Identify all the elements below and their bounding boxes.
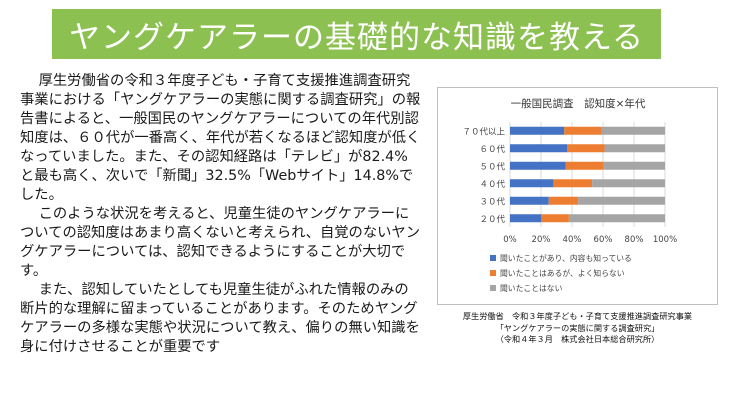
bar-segment: [510, 214, 541, 223]
bar-segment: [578, 196, 665, 205]
bar-segment: [510, 179, 554, 188]
paragraph-1: 厚生労働省の令和３年度子ども・子育て支援推進調査研究事業における「ヤングケアラー…: [20, 73, 421, 203]
bar-segment: [592, 179, 665, 188]
bar-segment: [510, 161, 566, 170]
bar-segment: [601, 126, 665, 135]
legend-label: 聞いたことはあるが、よく知らない: [500, 268, 625, 278]
bar-segment: [553, 179, 593, 188]
y-category-label: ５０代: [479, 161, 505, 172]
body-text: 厚生労働省の令和３年度子ども・子育て支援推進調査研究事業における「ヤングケアラー…: [20, 72, 422, 357]
chart-title: 一般国民調査 認知度×年代: [511, 97, 646, 110]
paragraph-2: このような状況を考えると、児童生徒のヤングケアラーについての認知度はあまり高くな…: [20, 206, 421, 279]
source-line: 「ヤングケアラーの実態に関する調査研究」: [495, 322, 660, 333]
source-line: 厚生労働省 令和３年度子ども・子育て支援推進調査研究事業: [462, 311, 693, 321]
x-tick-label: 80%: [625, 235, 644, 245]
x-tick-label: 40%: [563, 235, 582, 245]
x-tick-label: 60%: [594, 235, 613, 245]
legend-label: 聞いたことがあり、内容も知っている: [500, 253, 632, 263]
y-category-label: ２０代: [479, 214, 505, 225]
bar-segment: [603, 161, 665, 170]
title-banner: ヤングケアラーの基礎的な知識を教える: [52, 9, 661, 59]
bar-segment: [548, 196, 579, 205]
legend-swatch: [490, 270, 496, 276]
x-tick-label: 20%: [532, 235, 551, 245]
page-title: ヤングケアラーの基礎的な知識を教える: [68, 19, 645, 56]
y-category-label: ３０代: [479, 196, 505, 207]
source-citation: 厚生労働省 令和３年度子ども・子育て支援推進調査研究事業 「ヤングケアラーの実態…: [437, 311, 718, 346]
x-tick-label: 100%: [653, 235, 677, 245]
legend-swatch: [490, 285, 496, 291]
bar-segment: [568, 214, 665, 223]
y-category-label: ４０代: [479, 179, 505, 190]
bar-segment: [567, 144, 605, 153]
bar-segment: [541, 214, 569, 223]
bar-segment: [510, 144, 568, 153]
bar-segment: [604, 144, 665, 153]
source-line: （令和４年３月 株式会社日本総合研究所）: [495, 334, 660, 344]
paragraph-3: また、認知していたとしても児童生徒がふれた情報のみの断片的な理解に留まっているこ…: [20, 282, 420, 355]
bar-segment: [564, 126, 602, 135]
legend-label: 聞いたことはない: [500, 284, 563, 293]
bar-segment: [565, 161, 603, 170]
awareness-chart: 一般国民調査 認知度×年代 0% 20% 40% 60% 80% 100% ７０代以上 ６０代 ５…: [437, 87, 718, 305]
bar-segment: [510, 196, 549, 205]
y-category-label: ６０代: [479, 144, 505, 155]
bar-segment: [510, 126, 565, 135]
legend-swatch: [490, 255, 496, 261]
chart-svg: 一般国民調査 認知度×年代 0% 20% 40% 60% 80% 100% ７０代以上 ６０代 ５…: [462, 97, 677, 293]
y-category-label: ７０代以上: [462, 126, 505, 137]
x-tick-label: 0%: [503, 235, 517, 245]
